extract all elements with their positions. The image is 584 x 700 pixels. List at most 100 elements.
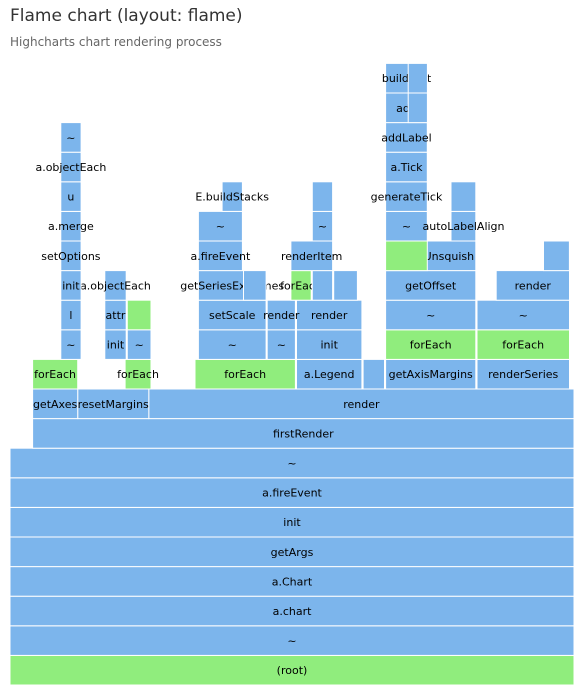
flame-frame[interactable] — [362, 358, 386, 390]
flame-frame-rect[interactable] — [124, 358, 152, 390]
flame-frame-rect[interactable] — [385, 181, 428, 212]
flame-frame[interactable]: ~ — [266, 329, 296, 360]
flame-frame[interactable]: getAxisMargins — [385, 358, 477, 390]
flame-frame[interactable]: ~ — [385, 210, 428, 242]
flame-frame[interactable] — [311, 181, 334, 212]
flame-frame-rect[interactable] — [126, 299, 152, 331]
flame-frame-rect[interactable] — [32, 358, 79, 390]
flame-frame[interactable]: renderItem — [281, 240, 342, 272]
flame-frame[interactable]: forEach — [280, 270, 322, 301]
flame-frame-rect[interactable] — [495, 270, 571, 301]
flame-frame[interactable] — [407, 62, 428, 94]
flame-frame[interactable]: ~ — [385, 299, 477, 331]
flame-frame[interactable]: getArgs — [9, 536, 575, 568]
flame-frame[interactable]: getAxes — [32, 388, 79, 420]
flame-frame-rect[interactable] — [476, 329, 570, 360]
flame-frame[interactable] — [450, 181, 477, 212]
flame-frame-rect[interactable] — [385, 240, 428, 272]
flame-frame-rect[interactable] — [296, 358, 363, 390]
flame-frame[interactable]: a.Chart — [9, 566, 575, 597]
flame-frame-rect[interactable] — [385, 210, 428, 242]
flame-frame-rect[interactable] — [9, 477, 575, 508]
flame-frame[interactable]: a.merge — [48, 210, 94, 242]
flame-frame-rect[interactable] — [32, 388, 79, 420]
flame-frame-rect[interactable] — [296, 299, 363, 331]
flame-frame[interactable]: forEach — [32, 358, 79, 390]
flame-frame-rect[interactable] — [9, 595, 575, 627]
flame-frame[interactable]: init — [296, 329, 363, 360]
flame-frame-rect[interactable] — [333, 270, 358, 301]
flame-frame[interactable]: ~ — [476, 299, 570, 331]
flame-frame[interactable]: generateTick — [371, 181, 443, 212]
flame-frame-rect[interactable] — [290, 240, 334, 272]
flame-frame-rect[interactable] — [9, 447, 575, 479]
flame-frame[interactable]: ~ — [9, 625, 575, 656]
flame-frame[interactable]: getSeriesExtremes — [180, 270, 284, 301]
flame-frame[interactable]: ~ — [197, 329, 267, 360]
flame-frame-rect[interactable] — [243, 270, 267, 301]
flame-frame[interactable]: l — [60, 299, 82, 331]
flame-frame[interactable]: ~ — [126, 329, 152, 360]
flame-frame-rect[interactable] — [543, 240, 570, 272]
flame-frame[interactable]: ~ — [311, 210, 334, 242]
flame-frame[interactable]: getOffset — [385, 270, 477, 301]
flame-frame-rect[interactable] — [77, 388, 150, 420]
flame-frame[interactable]: setOptions — [41, 240, 101, 272]
flame-frame[interactable]: forEach — [385, 329, 477, 360]
flame-frame[interactable]: a.fireEvent — [9, 477, 575, 508]
flame-frame-rect[interactable] — [385, 122, 428, 153]
flame-frame[interactable]: resetMargins — [77, 388, 150, 420]
flame-frame[interactable]: init — [9, 506, 575, 538]
flame-frame[interactable]: a.fireEvent — [191, 240, 251, 272]
flame-frame[interactable]: init — [60, 270, 82, 301]
flame-frame[interactable]: a.objectEach — [80, 270, 151, 301]
flame-frame[interactable]: renderSeries — [476, 358, 570, 390]
flame-frame[interactable] — [243, 270, 267, 301]
flame-frame-rect[interactable] — [311, 181, 334, 212]
flame-frame[interactable]: ~ — [9, 447, 575, 479]
flame-frame-rect[interactable] — [385, 358, 477, 390]
flame-frame[interactable]: render — [296, 299, 363, 331]
flame-frame[interactable]: u — [60, 181, 82, 212]
flame-frame-rect[interactable] — [197, 329, 267, 360]
flame-frame-rect[interactable] — [9, 654, 575, 686]
flame-frame[interactable] — [385, 240, 428, 272]
flame-frame-rect[interactable] — [266, 299, 296, 331]
flame-frame[interactable]: init — [104, 329, 127, 360]
flame-frame-rect[interactable] — [385, 329, 477, 360]
flame-frame[interactable] — [333, 270, 358, 301]
flame-frame-rect[interactable] — [476, 299, 570, 331]
flame-frame-rect[interactable] — [407, 62, 428, 94]
flame-frame[interactable]: ~ — [60, 329, 82, 360]
flame-frame[interactable]: setScale — [197, 299, 267, 331]
flame-frame-rect[interactable] — [197, 299, 267, 331]
flame-frame-rect[interactable] — [194, 358, 296, 390]
flame-frame-rect[interactable] — [32, 418, 575, 449]
flame-frame-rect[interactable] — [148, 388, 575, 420]
flame-frame-rect[interactable] — [197, 210, 243, 242]
flame-frame[interactable]: forEach — [194, 358, 296, 390]
flame-frame[interactable]: render — [148, 388, 575, 420]
flame-frame-rect[interactable] — [104, 270, 127, 301]
flame-frame-rect[interactable] — [60, 122, 82, 153]
flame-frame-rect[interactable] — [407, 92, 428, 124]
flame-frame-rect[interactable] — [266, 329, 296, 360]
flame-frame-rect[interactable] — [362, 358, 386, 390]
flame-frame-rect[interactable] — [385, 299, 477, 331]
flame-frame[interactable] — [543, 240, 570, 272]
flame-frame[interactable]: a.chart — [9, 595, 575, 627]
flame-frame[interactable]: forEach — [117, 358, 159, 390]
flame-frame[interactable]: render — [263, 299, 300, 331]
flame-frame[interactable]: forEach — [476, 329, 570, 360]
flame-frame-rect[interactable] — [476, 358, 570, 390]
flame-frame[interactable]: E.buildStacks — [195, 181, 269, 212]
flame-frame[interactable]: ~ — [60, 122, 82, 153]
flame-frame[interactable]: a.Legend — [296, 358, 363, 390]
flame-frame[interactable]: a.Tick — [385, 151, 428, 183]
flame-frame[interactable] — [407, 92, 428, 124]
flame-frame[interactable] — [311, 270, 334, 301]
flame-frame[interactable]: a.objectEach — [35, 151, 106, 183]
flame-frame-rect[interactable] — [311, 270, 334, 301]
flame-frame[interactable]: firstRender — [32, 418, 575, 449]
flame-frame[interactable]: addLabel — [381, 122, 432, 153]
